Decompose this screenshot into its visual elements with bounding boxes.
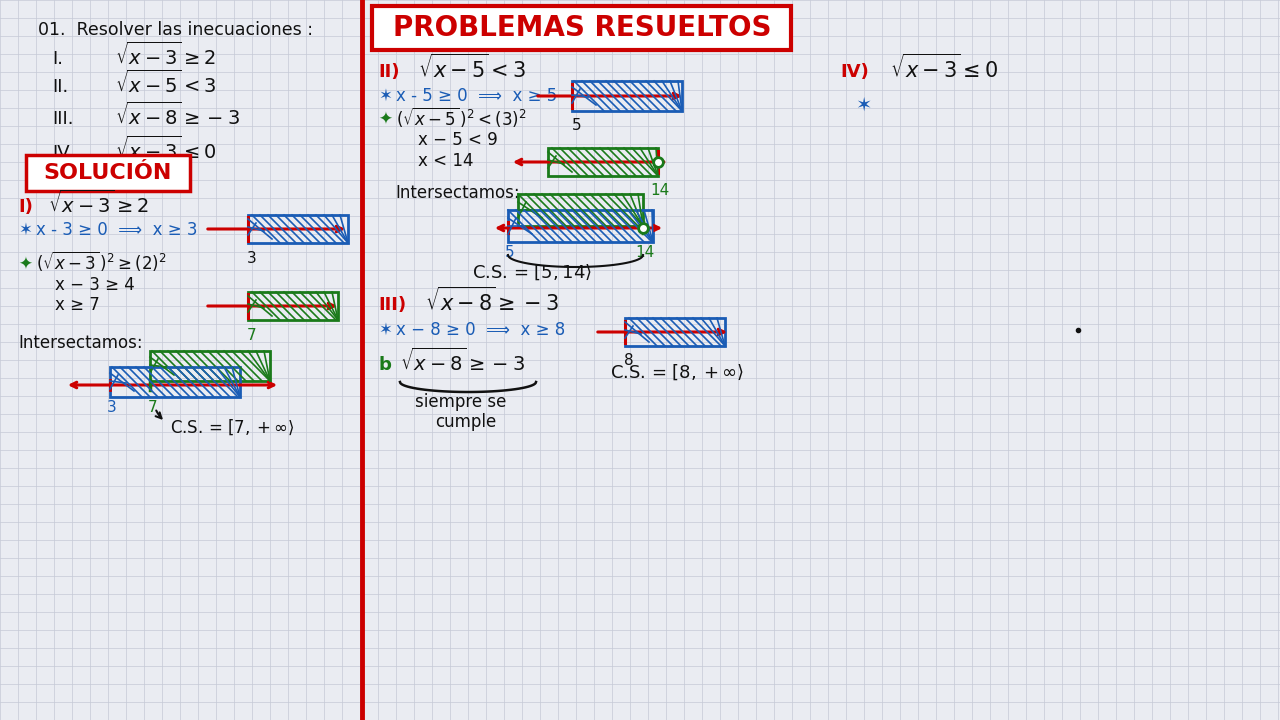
- Text: siempre se: siempre se: [415, 393, 507, 411]
- Text: ✶: ✶: [378, 87, 392, 105]
- Text: x - 5 ≥ 0  ⟹  x ≥ 5: x - 5 ≥ 0 ⟹ x ≥ 5: [396, 87, 557, 105]
- Text: x ≥ 7: x ≥ 7: [55, 296, 100, 314]
- Text: 5: 5: [506, 245, 515, 260]
- Text: ✦: ✦: [378, 111, 392, 129]
- Text: x − 8 ≥ 0  ⟹  x ≥ 8: x − 8 ≥ 0 ⟹ x ≥ 8: [396, 321, 566, 339]
- Text: II.: II.: [52, 78, 68, 96]
- Text: 3: 3: [108, 400, 116, 415]
- Text: III.: III.: [52, 110, 73, 128]
- Text: II): II): [378, 63, 399, 81]
- Text: IV): IV): [840, 63, 869, 81]
- Text: $(\sqrt{x-3}\,)^2 \geq (2)^2$: $(\sqrt{x-3}\,)^2 \geq (2)^2$: [36, 249, 166, 273]
- Text: $\sqrt{x-3} \geq 2$: $\sqrt{x-3} \geq 2$: [115, 41, 215, 68]
- Text: PROBLEMAS RESUELTOS: PROBLEMAS RESUELTOS: [393, 14, 772, 42]
- Text: x − 3 ≥ 4: x − 3 ≥ 4: [55, 276, 134, 294]
- Text: cumple: cumple: [435, 413, 497, 431]
- Text: 8: 8: [625, 353, 634, 368]
- Text: $\sqrt{x-8} \geq -3$: $\sqrt{x-8} \geq -3$: [399, 347, 525, 374]
- Text: 14: 14: [650, 183, 669, 198]
- Text: x < 14: x < 14: [419, 152, 474, 170]
- Text: I): I): [18, 198, 33, 216]
- Text: I.: I.: [52, 50, 63, 68]
- Text: C.S. = $[8, +\infty\rangle$: C.S. = $[8, +\infty\rangle$: [611, 362, 744, 382]
- Text: IV.: IV.: [52, 144, 73, 162]
- FancyBboxPatch shape: [372, 6, 791, 50]
- Text: Intersectamos:: Intersectamos:: [18, 334, 142, 352]
- Text: SOLUCIÓN: SOLUCIÓN: [44, 163, 173, 183]
- FancyBboxPatch shape: [26, 155, 189, 191]
- Text: $\sqrt{x-3} \geq 2$: $\sqrt{x-3} \geq 2$: [49, 189, 148, 217]
- Text: 3: 3: [247, 251, 257, 266]
- Text: 5: 5: [572, 118, 582, 133]
- Text: Intersectamos:: Intersectamos:: [396, 184, 520, 202]
- Text: $(\sqrt{x-5}\,)^2 < (3)^2$: $(\sqrt{x-5}\,)^2 < (3)^2$: [396, 105, 527, 129]
- Text: $\sqrt{x-8} \geq -3$: $\sqrt{x-8} \geq -3$: [115, 102, 239, 129]
- Text: 7: 7: [148, 400, 157, 415]
- Text: 7: 7: [247, 328, 257, 343]
- Text: ✦: ✦: [18, 256, 32, 274]
- Text: C.S. = $[5, 14\rangle$: C.S. = $[5, 14\rangle$: [472, 262, 591, 282]
- Text: x - 3 ≥ 0  ⟹  x ≥ 3: x - 3 ≥ 0 ⟹ x ≥ 3: [36, 221, 197, 239]
- Text: $\sqrt{x-5} < 3$: $\sqrt{x-5} < 3$: [419, 54, 526, 82]
- Text: III): III): [378, 296, 406, 314]
- Text: $\sqrt{x-5} < 3$: $\sqrt{x-5} < 3$: [115, 69, 216, 96]
- Text: ✶: ✶: [378, 321, 392, 339]
- Text: 14: 14: [635, 245, 654, 260]
- Text: $\sqrt{x-3} \leq 0$: $\sqrt{x-3} \leq 0$: [115, 135, 216, 163]
- Text: ✶: ✶: [18, 221, 32, 239]
- Text: $\sqrt{x-8} \geq -3$: $\sqrt{x-8} \geq -3$: [425, 287, 559, 315]
- Text: 01.  Resolver las inecuaciones :: 01. Resolver las inecuaciones :: [38, 21, 314, 39]
- Text: x − 5 < 9: x − 5 < 9: [419, 131, 498, 149]
- Text: $\sqrt{x-3} \leq 0$: $\sqrt{x-3} \leq 0$: [890, 54, 998, 82]
- Text: b: b: [378, 356, 390, 374]
- Text: C.S. = $[7, +\infty\rangle$: C.S. = $[7, +\infty\rangle$: [170, 417, 294, 437]
- Text: ✶: ✶: [855, 96, 872, 114]
